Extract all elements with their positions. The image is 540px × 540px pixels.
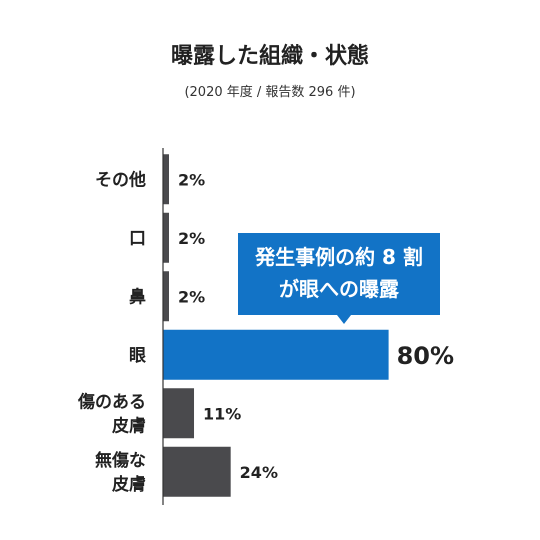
bar-highlight (163, 329, 389, 380)
bar (163, 271, 169, 322)
chart-subtitle: (2020 年度 / 報告数 296 件) (184, 84, 355, 100)
value-label: 2% (178, 229, 205, 248)
bar (163, 212, 169, 263)
value-label: 2% (178, 170, 205, 189)
value-label: 24% (240, 463, 278, 482)
value-label: 2% (178, 287, 205, 306)
category-label: 鼻 (129, 286, 146, 307)
category-label: その他 (95, 169, 146, 190)
callout-pointer (337, 315, 351, 324)
category-label: 無傷な皮膚 (95, 450, 146, 495)
value-label: 11% (203, 404, 241, 423)
bar (163, 388, 195, 439)
bar (163, 154, 169, 205)
bar (163, 446, 231, 497)
category-label: 眼 (129, 346, 146, 366)
callout-bg (238, 233, 440, 315)
category-label: 傷のある皮膚 (77, 391, 146, 436)
callout-text: 発生事例の約 8 割 (254, 245, 423, 269)
callout-text: が眼への曝露 (279, 277, 400, 301)
bars-group: その他 2% 口 2% 鼻 2% 眼 80% 傷のある皮膚 11% 無傷な皮膚 24% (77, 154, 454, 497)
chart-title: 曝露した組織・状態 (171, 43, 369, 69)
category-label: 口 (129, 229, 146, 249)
value-label: 80% (397, 342, 454, 370)
